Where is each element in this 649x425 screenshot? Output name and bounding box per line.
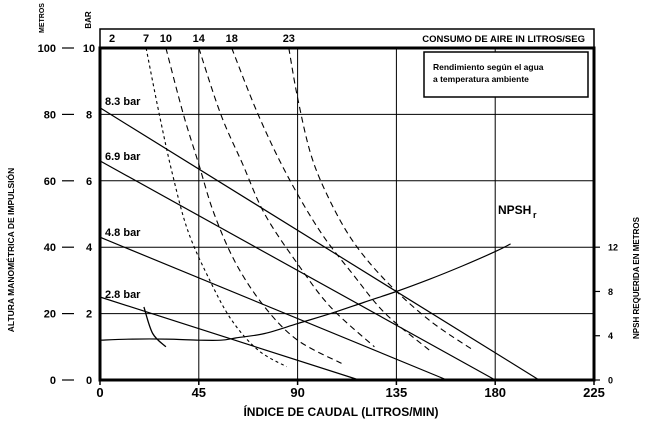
- y-bar-tick-label: 4: [86, 242, 93, 254]
- y-right-tick-label: 4: [608, 331, 613, 341]
- x-tick-label: 45: [192, 385, 206, 400]
- y-bar-tick-label: 2: [86, 309, 92, 321]
- y-bar-tick-label: 8: [86, 109, 92, 121]
- pressure-curve-label: 2.8 bar: [105, 289, 141, 301]
- y-meters-tick-label: 80: [44, 109, 56, 121]
- x-tick-label: 180: [484, 385, 506, 400]
- pressure-curve-label: 8.3 bar: [105, 96, 141, 108]
- npsh-label: NPSH: [498, 203, 531, 217]
- curves: [99, 47, 540, 381]
- x-tick-label: 225: [583, 385, 605, 400]
- air-axis-tick-label: 23: [283, 33, 295, 45]
- pressure-curve-label: 4.8 bar: [105, 227, 141, 239]
- npsh-label-subscript: r: [533, 210, 537, 220]
- npsh-curve: [99, 243, 511, 341]
- air-axis-tick-label: 10: [160, 33, 172, 45]
- air-axis-band: [99, 28, 595, 49]
- y-left-axis-label: ALTURA MANOMÉTRICA DE IMPULSIÓN: [5, 168, 16, 332]
- y-bar-unit-label: BAR: [84, 11, 93, 29]
- x-axis-label: ÍNDICE DE CAUDAL (LITROS/MIN): [243, 404, 438, 419]
- pressure-curve: [99, 107, 540, 381]
- x-tick-label: 135: [386, 385, 408, 400]
- air-consumption-curve: [198, 47, 375, 348]
- grid: [100, 48, 594, 380]
- air-consumption-curve: [165, 47, 342, 364]
- y-right-tick-label: 12: [608, 243, 618, 253]
- y-bar-tick-label: 10: [83, 43, 95, 55]
- air-axis-tick-label: 18: [226, 33, 238, 45]
- air-consumption-curve: [288, 47, 474, 351]
- y-meters-tick-label: 100: [38, 43, 56, 55]
- air-axis-label: CONSUMO DE AIRE IN LITROS/SEG: [422, 34, 585, 45]
- pressure-curve: [99, 160, 496, 381]
- air-consumption-curve: [145, 47, 287, 368]
- note-line-1: Rendimiento según el agua: [433, 62, 544, 72]
- pressure-curve-label: 6.9 bar: [105, 151, 141, 163]
- y-bar-tick-label: 0: [86, 375, 92, 387]
- air-axis-tick-label: 2: [109, 33, 115, 45]
- pressure-curve: [99, 236, 448, 381]
- note-box: Rendimiento según el agua a temperatura …: [423, 51, 589, 98]
- plot-frame: [98, 28, 596, 382]
- y-right-tick-label: 8: [608, 287, 613, 297]
- y-meters-tick-label: 60: [44, 176, 56, 188]
- air-consumption-curve: [143, 306, 167, 348]
- y-meters-unit-label: METROS: [39, 3, 46, 33]
- y-meters-tick-label: 20: [44, 309, 56, 321]
- y-meters-tick-label: 0: [50, 375, 56, 387]
- air-consumption-curve: [231, 47, 430, 351]
- y-right-axis-label: NPSH REQUERIDA EN METROS: [632, 216, 641, 339]
- air-axis-tick-label: 7: [143, 33, 149, 45]
- note-line-2: a temperatura ambiente: [433, 74, 529, 84]
- x-tick-label: 90: [290, 385, 304, 400]
- curve-labels: 8.3 bar 6.9 bar 4.8 bar 2.8 bar NPSH r: [105, 96, 537, 301]
- y-meters-tick-label: 40: [44, 242, 56, 254]
- y-bar-tick-label: 6: [86, 176, 92, 188]
- x-tick-label: 0: [96, 385, 103, 400]
- air-axis-tick-label: 14: [193, 33, 206, 45]
- y-right-tick-label: 0: [608, 376, 613, 386]
